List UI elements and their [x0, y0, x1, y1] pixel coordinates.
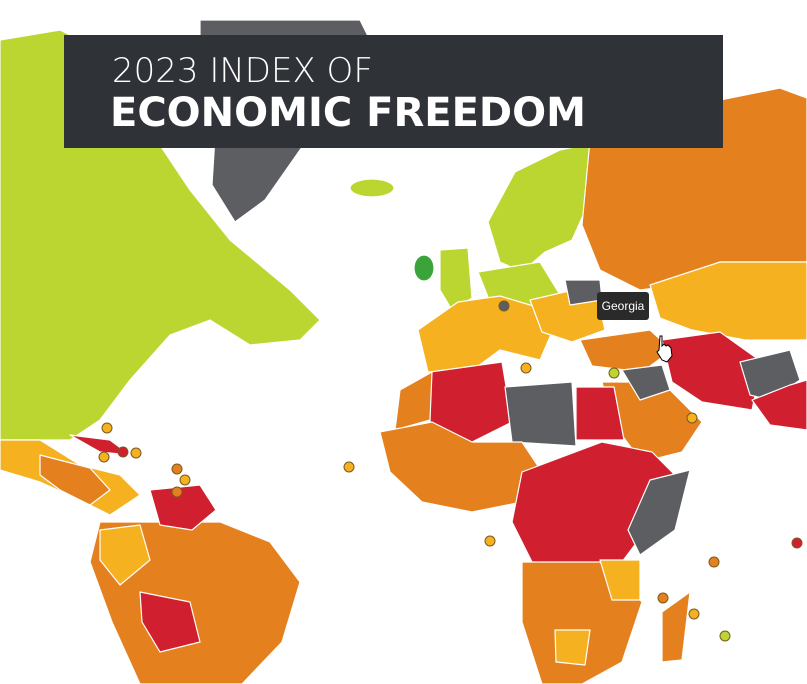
iceland[interactable] [349, 178, 395, 198]
small-islands [98, 300, 803, 642]
ireland[interactable] [413, 254, 435, 282]
tooltip-background [597, 292, 649, 320]
title-line-2: ECONOMIC FREEDOM [110, 90, 586, 136]
island[interactable] [657, 592, 669, 604]
syria-iraq[interactable] [621, 364, 671, 401]
tooltip-label: Georgia [602, 299, 645, 313]
island[interactable] [498, 300, 510, 312]
iran[interactable] [661, 331, 763, 411]
libya[interactable] [504, 381, 577, 447]
belarus[interactable] [564, 279, 603, 306]
central-asia[interactable] [649, 261, 807, 341]
island[interactable] [719, 630, 731, 642]
botswana[interactable] [554, 629, 591, 666]
tanzania[interactable] [599, 559, 641, 601]
island[interactable] [98, 451, 110, 463]
island[interactable] [484, 535, 496, 547]
venezuela[interactable] [149, 484, 217, 531]
island[interactable] [688, 608, 700, 620]
madagascar[interactable] [661, 591, 691, 663]
island[interactable] [520, 362, 532, 374]
ecuador-colombia[interactable] [99, 524, 151, 586]
cuba[interactable] [69, 434, 131, 456]
banner-background [64, 35, 723, 148]
egypt[interactable] [575, 386, 625, 441]
title-banner: 2023 INDEX OF ECONOMIC FREEDOM [64, 35, 723, 148]
island[interactable] [171, 486, 183, 498]
cursor [656, 335, 673, 363]
pakistan[interactable] [751, 379, 807, 431]
morocco[interactable] [394, 371, 433, 431]
island[interactable] [686, 412, 698, 424]
island[interactable] [130, 447, 142, 459]
island[interactable] [343, 461, 355, 473]
island[interactable] [708, 556, 720, 568]
island[interactable] [608, 367, 620, 379]
island[interactable] [117, 446, 129, 458]
title-line-1: 2023 INDEX OF [112, 51, 373, 91]
island[interactable] [791, 537, 803, 549]
mexico[interactable] [39, 454, 111, 506]
island[interactable] [171, 463, 183, 475]
turkey[interactable] [579, 329, 673, 373]
bolivia[interactable] [139, 591, 201, 653]
horn-of-africa[interactable] [627, 469, 691, 556]
island[interactable] [179, 474, 191, 486]
tooltip: Georgia [597, 292, 649, 320]
island[interactable] [101, 422, 113, 434]
